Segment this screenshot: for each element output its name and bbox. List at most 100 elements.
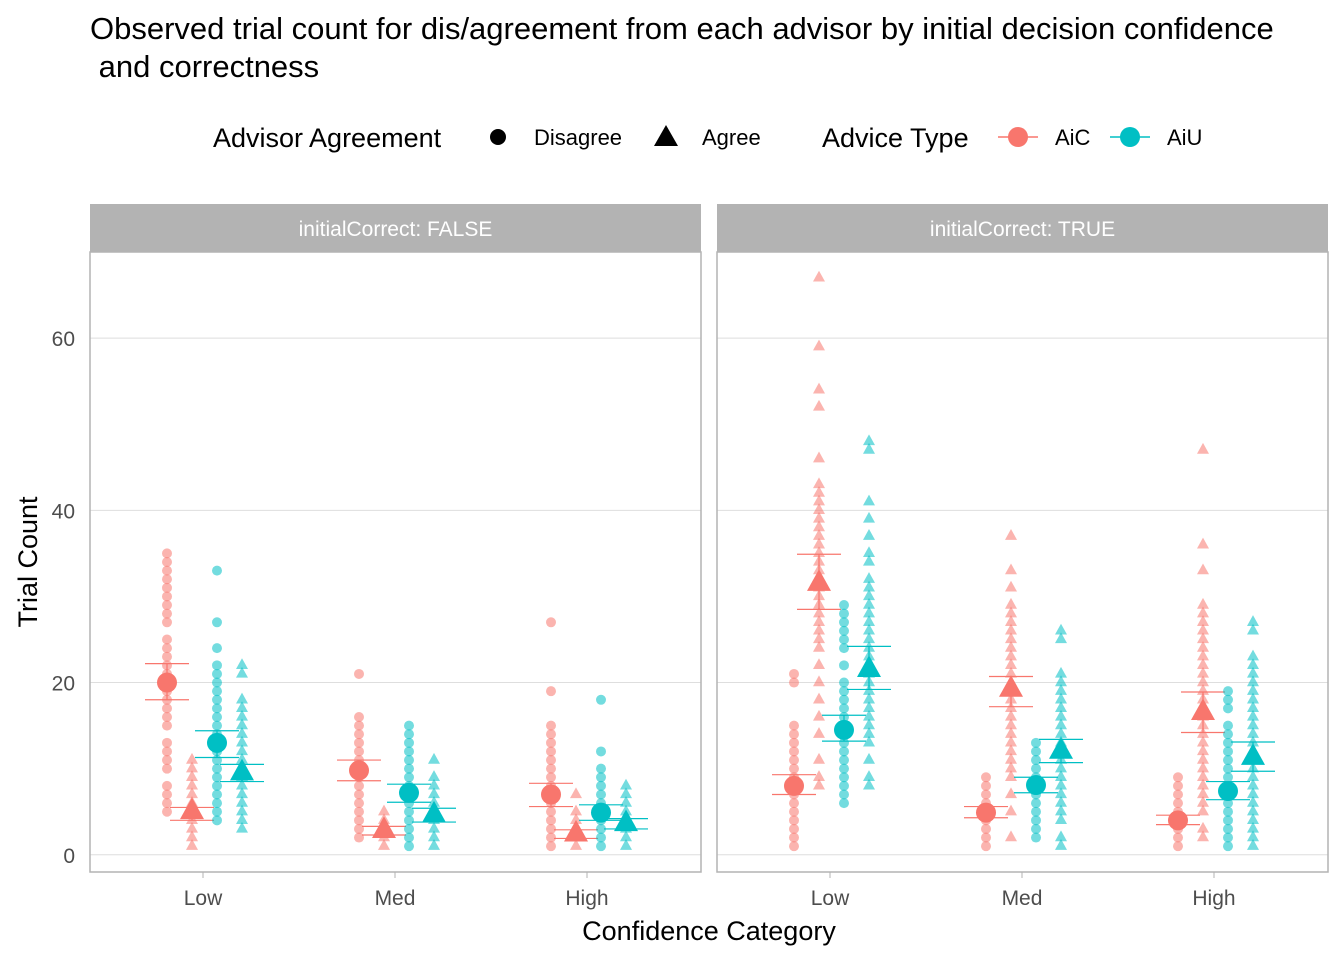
data-point [1005, 632, 1017, 644]
data-point [212, 789, 222, 800]
data-point [404, 729, 414, 740]
data-point [863, 701, 875, 713]
data-point [186, 830, 198, 842]
data-point [863, 529, 875, 540]
data-point [354, 712, 364, 722]
data-point [1247, 813, 1259, 825]
legend-aiu-key [1120, 127, 1140, 147]
data-point [1223, 737, 1233, 748]
data-point [162, 789, 172, 800]
data-point [863, 735, 875, 747]
point-group [387, 720, 431, 852]
data-point [863, 752, 875, 764]
data-point [1055, 675, 1067, 687]
data-point [404, 841, 414, 852]
data-point [789, 798, 799, 809]
data-point [212, 806, 222, 817]
data-point [1005, 787, 1017, 799]
data-point [212, 668, 222, 679]
data-point [863, 442, 875, 454]
mean-marker [564, 819, 588, 842]
data-point [1005, 563, 1017, 575]
data-point [813, 382, 825, 394]
data-point [1247, 692, 1259, 704]
data-point [863, 589, 875, 601]
data-point [813, 477, 825, 489]
data-point [1005, 658, 1017, 670]
data-point [596, 789, 606, 800]
data-point [546, 617, 556, 628]
data-point [813, 623, 825, 635]
data-point [863, 554, 875, 566]
data-point [1223, 755, 1233, 766]
data-point [863, 606, 875, 618]
data-point [981, 823, 991, 834]
data-point [1173, 780, 1183, 791]
data-point [789, 841, 799, 852]
point-group [195, 565, 239, 826]
data-point [546, 755, 556, 766]
data-point [1031, 815, 1041, 826]
data-point [863, 718, 875, 730]
data-point [1247, 666, 1259, 678]
data-point [596, 746, 606, 757]
data-point [1247, 718, 1259, 730]
data-point [162, 703, 172, 714]
mean-marker [207, 732, 227, 753]
chart-title: Observed trial count for dis/agreement f… [90, 10, 1274, 86]
data-point [212, 712, 222, 722]
data-point [863, 580, 875, 592]
data-point [1247, 727, 1259, 738]
data-point [1055, 727, 1067, 738]
data-point [1173, 841, 1183, 852]
data-point [162, 600, 172, 611]
data-point [813, 485, 825, 497]
point-group [220, 658, 264, 833]
data-point [236, 804, 248, 816]
data-point [546, 832, 556, 843]
data-point [428, 752, 440, 764]
data-point [981, 789, 991, 800]
point-group [362, 804, 406, 850]
data-point [620, 839, 632, 850]
data-point [1031, 832, 1041, 843]
mean-marker [807, 569, 831, 591]
data-point [1197, 735, 1209, 747]
data-point [1005, 640, 1017, 652]
mean-marker [372, 816, 396, 839]
data-point [1197, 640, 1209, 652]
facet-strip-label: initialCorrect: TRUE [930, 218, 1115, 241]
data-point [1247, 658, 1259, 670]
x-tick-label: Med [375, 887, 416, 910]
data-point [1055, 795, 1067, 807]
data-point [1247, 778, 1259, 790]
data-point [813, 640, 825, 652]
data-point [236, 666, 248, 678]
data-point [1197, 563, 1209, 575]
data-point [546, 823, 556, 834]
mean-marker [834, 719, 854, 740]
x-tick-label: Low [184, 887, 223, 910]
data-point [1005, 580, 1017, 592]
data-point [863, 632, 875, 644]
data-point [1197, 830, 1209, 842]
data-point [1247, 675, 1259, 687]
data-point [1055, 701, 1067, 713]
data-point [1197, 675, 1209, 687]
y-tick-label: 20 [52, 673, 75, 696]
data-point [570, 787, 582, 799]
data-point [236, 701, 248, 713]
data-point [813, 752, 825, 764]
data-point [1223, 720, 1233, 731]
mean-marker [1168, 810, 1188, 831]
data-point [428, 830, 440, 842]
data-point [596, 763, 606, 774]
data-point [1197, 442, 1209, 454]
data-point [186, 787, 198, 799]
data-point [1223, 686, 1233, 697]
data-point [1173, 832, 1183, 843]
mean-marker [999, 675, 1023, 697]
data-point [1055, 692, 1067, 704]
data-point [1247, 821, 1259, 833]
